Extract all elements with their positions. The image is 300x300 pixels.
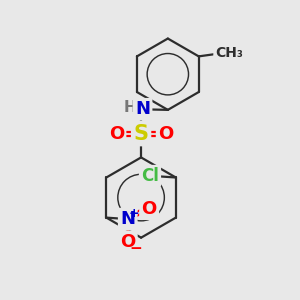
Text: −: − <box>130 241 142 256</box>
Text: +: + <box>129 207 140 220</box>
Text: CH₃: CH₃ <box>215 46 243 60</box>
Text: O: O <box>158 125 173 143</box>
Text: S: S <box>134 124 148 144</box>
Text: O: O <box>120 233 135 251</box>
Text: O: O <box>109 125 124 143</box>
Text: N: N <box>135 100 150 118</box>
Text: N: N <box>120 210 135 228</box>
Text: O: O <box>142 200 157 218</box>
Text: Cl: Cl <box>141 167 159 185</box>
Text: H: H <box>123 100 136 115</box>
